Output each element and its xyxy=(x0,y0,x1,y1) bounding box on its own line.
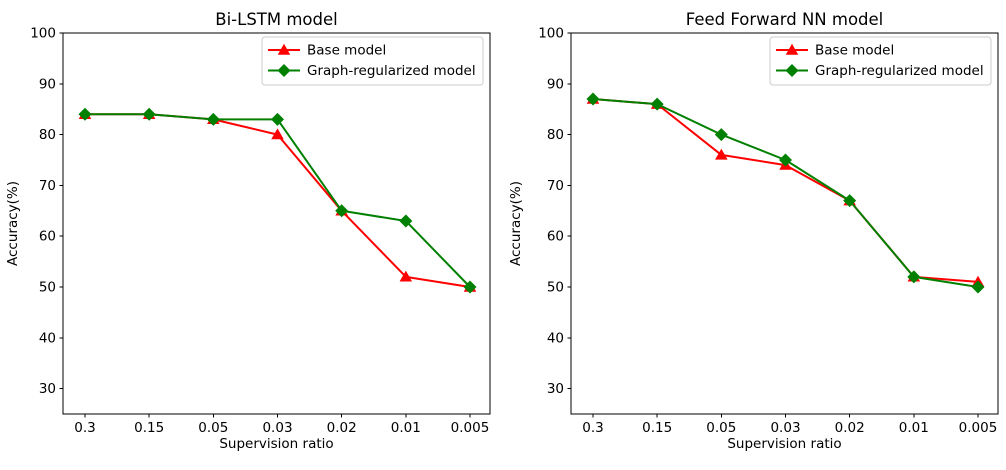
x-tick-label: 0.01 xyxy=(899,420,929,436)
y-tick-label: 100 xyxy=(30,26,56,42)
x-tick-label: 0.005 xyxy=(451,420,490,436)
legend-marker-triangle-up xyxy=(785,43,799,55)
marker-diamond-graph-regularized-model xyxy=(463,280,477,294)
marker-diamond-graph-regularized-model xyxy=(971,280,985,294)
x-tick-label: 0.03 xyxy=(770,420,800,436)
legend-label: Graph-regularized model xyxy=(307,63,476,79)
y-tick-label: 100 xyxy=(538,26,564,42)
marker-diamond-graph-regularized-model xyxy=(778,153,793,167)
x-tick-label: 0.02 xyxy=(835,420,865,436)
legend-marker-diamond xyxy=(277,63,291,78)
x-tick-label: 0.03 xyxy=(262,420,292,436)
series-line-graph-regularized-model xyxy=(84,113,471,288)
marker-diamond-graph-regularized-model xyxy=(650,97,664,111)
marker-diamond-graph-regularized-model xyxy=(843,194,857,208)
series-line-base-model xyxy=(592,98,979,283)
plot-area xyxy=(570,32,999,415)
y-tick-label: 30 xyxy=(547,381,564,397)
chart-bi-lstm: Bi-LSTM model Accuracy(%) Supervision rati… xyxy=(5,10,491,452)
series-line-graph-regularized-model xyxy=(592,98,979,288)
marker-diamond-graph-regularized-model xyxy=(907,270,921,284)
x-tick-label: 0.01 xyxy=(391,420,421,436)
y-tick-label: 50 xyxy=(39,280,56,296)
marker-diamond-graph-regularized-model xyxy=(399,214,413,228)
y-tick-label: 60 xyxy=(547,229,564,245)
marker-diamond-graph-regularized-model xyxy=(142,107,156,121)
legend-label: Base model xyxy=(307,43,386,59)
x-tick-label: 0.05 xyxy=(198,420,228,436)
chart-title: Bi-LSTM model xyxy=(215,10,337,29)
y-axis-label: Accuracy(%) xyxy=(5,181,21,266)
legend-label: Base model xyxy=(815,43,894,59)
series-line-base-model xyxy=(84,113,471,288)
marker-diamond-graph-regularized-model xyxy=(78,107,92,121)
y-axis-label: Accuracy(%) xyxy=(508,181,524,266)
y-tick-label: 40 xyxy=(547,330,564,346)
legend-box xyxy=(261,36,484,86)
chart-feed-forward-nn: Feed Forward NN model Accuracy(%) Supervis… xyxy=(508,10,999,452)
marker-diamond-graph-regularized-model xyxy=(206,112,220,126)
legend-box xyxy=(769,36,992,86)
y-tick-label: 40 xyxy=(39,330,56,346)
y-tick-label: 90 xyxy=(547,76,564,92)
legend-marker-triangle-up xyxy=(277,43,291,55)
plot-area xyxy=(62,32,491,415)
marker-diamond-graph-regularized-model xyxy=(335,204,349,218)
y-tick-label: 60 xyxy=(39,229,56,245)
x-tick-label: 0.15 xyxy=(642,420,672,436)
marker-triangle-up-base-model xyxy=(271,128,284,140)
y-tick-label: 70 xyxy=(39,178,56,194)
legend-marker-diamond xyxy=(785,63,799,78)
x-tick-label: 0.005 xyxy=(959,420,998,436)
marker-diamond-graph-regularized-model xyxy=(714,128,728,142)
x-tick-label: 0.15 xyxy=(134,420,164,436)
y-tick-label: 50 xyxy=(547,280,564,296)
y-tick-label: 70 xyxy=(547,178,564,194)
marker-triangle-up-base-model xyxy=(715,148,728,160)
x-axis-label: Supervision ratio xyxy=(219,436,333,452)
legend-label: Graph-regularized model xyxy=(815,63,984,79)
marker-diamond-graph-regularized-model xyxy=(270,112,285,126)
y-tick-label: 90 xyxy=(39,76,56,92)
x-tick-label: 0.05 xyxy=(706,420,736,436)
x-axis-label: Supervision ratio xyxy=(727,436,841,452)
y-tick-label: 30 xyxy=(39,381,56,397)
marker-diamond-graph-regularized-model xyxy=(586,92,600,106)
marker-triangle-up-base-model xyxy=(399,270,413,282)
x-tick-label: 0.3 xyxy=(582,420,603,436)
x-tick-label: 0.02 xyxy=(327,420,357,436)
x-tick-label: 0.3 xyxy=(74,420,95,436)
chart-title: Feed Forward NN model xyxy=(686,10,884,29)
y-tick-label: 80 xyxy=(547,127,564,143)
y-tick-label: 80 xyxy=(39,127,56,143)
